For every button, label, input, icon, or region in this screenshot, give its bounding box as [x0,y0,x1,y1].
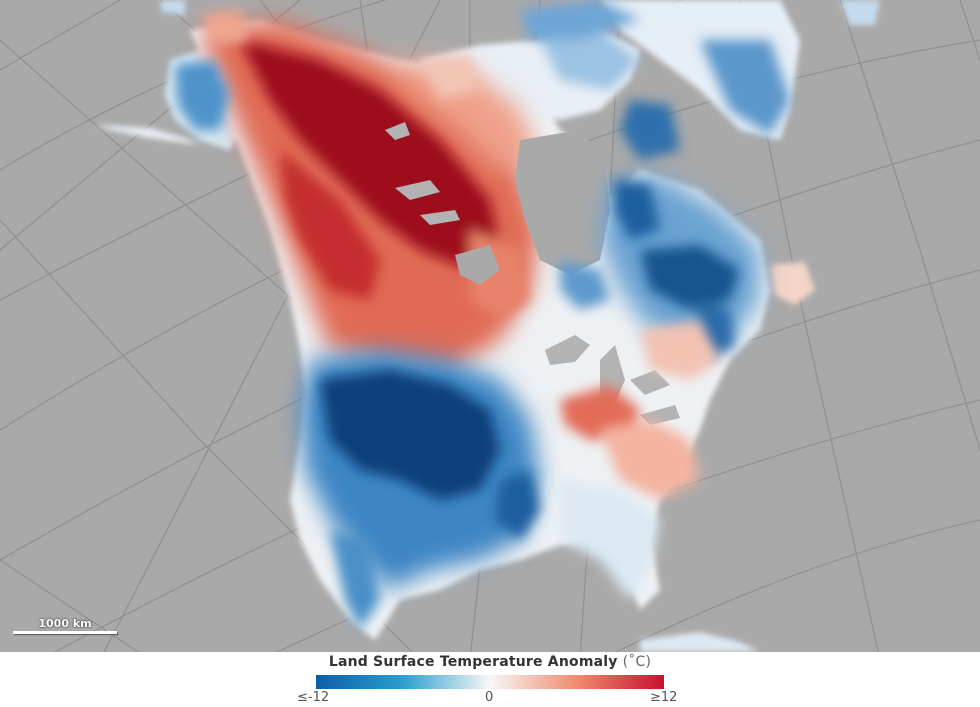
legend-max-label: ≥12 [650,690,678,705]
legend-color-bar [316,675,664,689]
lake-winnipeg [455,245,500,285]
legend-title-row: Land Surface Temperature Anomaly (˚C) [0,654,980,670]
map-canvas [0,0,980,652]
legend-unit: (˚C) [622,654,652,670]
scale-bar: 1000 km [13,618,117,634]
temperature-anomaly-map: 1000 km [0,0,980,652]
legend-mid-label: 0 [485,690,494,705]
scale-bar-label: 1000 km [38,617,92,630]
hudson-bay [515,130,610,275]
legend-min-label: ≤-12 [297,690,330,705]
legend-title: Land Surface Temperature Anomaly [328,654,618,670]
color-legend: Land Surface Temperature Anomaly (˚C) ≤-… [0,652,980,707]
scale-bar-line [13,631,117,634]
